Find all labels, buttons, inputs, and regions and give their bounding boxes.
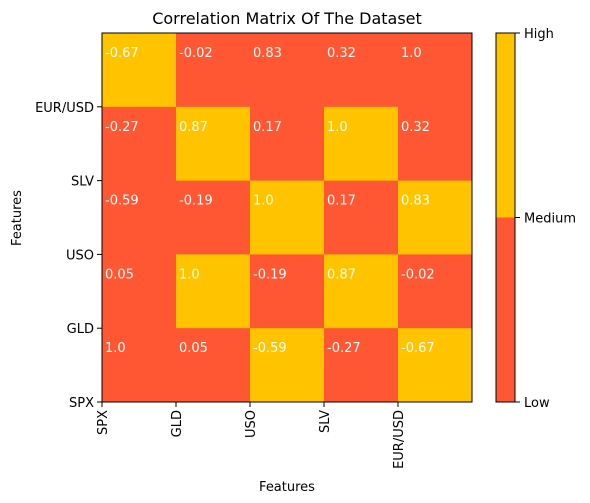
x-tick-label: GLD: [170, 410, 185, 437]
x-axis-label: Features: [259, 480, 315, 495]
x-tick-label: SLV: [318, 410, 333, 433]
y-tick-label: SLV: [71, 175, 94, 190]
heatmap-cell: [250, 180, 325, 255]
cell-value-label: 0.05: [105, 267, 134, 282]
y-tick-label: SPX: [69, 396, 94, 411]
cell-value-label: 0.87: [327, 267, 356, 282]
colorbar: Low Medium High: [495, 27, 576, 411]
y-tick-label: USO: [66, 248, 94, 263]
cell-value-label: 0.83: [401, 194, 430, 209]
x-tick-label: EUR/USD: [392, 410, 407, 469]
cell-value-label: -0.19: [253, 267, 287, 282]
cell-value-label: -0.02: [401, 267, 435, 282]
cell-value-label: -0.27: [105, 120, 139, 135]
cell-value-label: -0.67: [401, 341, 435, 356]
cell-value-label: -0.02: [179, 46, 213, 61]
cell-value-label: 1.0: [105, 341, 126, 356]
heatmap-cell: [102, 33, 177, 108]
cell-value-label: 1.0: [253, 194, 274, 209]
heatmap-cell: [176, 180, 251, 255]
heatmap-cell: [398, 33, 473, 108]
cell-value-label: 0.17: [327, 194, 356, 209]
heatmap-cell: [102, 328, 177, 403]
heatmap-cell: [102, 106, 177, 182]
heatmap-cell: [176, 33, 251, 108]
cell-value-label: 0.17: [253, 120, 282, 135]
colorbar-high-segment: [496, 33, 515, 218]
colorbar-label: Medium: [524, 212, 576, 227]
x-axis-ticks: SPX GLD USO SLV EUR/USD: [96, 402, 407, 469]
cell-value-label: 0.32: [401, 120, 430, 135]
heatmap-cell: [176, 106, 251, 182]
heatmap-cell: [250, 33, 325, 108]
x-tick-label: USO: [244, 410, 259, 438]
heatmap-cell: [398, 254, 473, 329]
heatmap-cell: [324, 254, 399, 329]
cell-value-label: -0.27: [327, 341, 361, 356]
cell-value-label: 0.05: [179, 341, 208, 356]
heatmap-cell: [324, 33, 399, 108]
y-tick-label: EUR/USD: [35, 101, 94, 116]
cell-value-label: 0.83: [253, 46, 282, 61]
colorbar-low-segment: [496, 217, 515, 402]
cell-value-label: 0.87: [179, 120, 208, 135]
heatmap-cell: [324, 180, 399, 255]
heatmap-cells: [102, 33, 473, 403]
heatmap-cell-labels: -0.67 -0.02 0.83 0.32 1.0 -0.27 0.87 0.17 1.0 0.3…: [105, 46, 435, 356]
heatmap-cell: [250, 328, 325, 403]
heatmap-cell: [398, 328, 473, 403]
chart-title: Correlation Matrix Of The Dataset: [152, 9, 422, 28]
plot-frame: [101, 32, 473, 403]
colorbar-label: Low: [524, 396, 550, 411]
heatmap-cell: [250, 106, 325, 182]
heatmap-cell: [176, 328, 251, 403]
heatmap-cell: [250, 254, 325, 329]
cell-value-label: -0.19: [179, 194, 213, 209]
cell-value-label: 1.0: [327, 120, 348, 135]
heatmap-cell: [398, 180, 473, 255]
heatmap-cell: [176, 254, 251, 329]
x-tick-label: SPX: [96, 410, 111, 435]
cell-value-label: -0.59: [253, 341, 287, 356]
heatmap-cell: [324, 106, 399, 182]
cell-value-label: 0.32: [327, 46, 356, 61]
heatmap-cell: [324, 328, 399, 403]
heatmap-cell: [398, 106, 473, 182]
cell-value-label: 1.0: [179, 267, 200, 282]
cell-value-label: -0.67: [105, 46, 139, 61]
y-axis-label: Features: [10, 190, 25, 246]
cell-value-label: 1.0: [401, 46, 422, 61]
cell-value-label: -0.59: [105, 194, 139, 209]
heatmap-cell: [102, 254, 177, 329]
y-tick-label: GLD: [67, 322, 94, 337]
y-axis-ticks: SPX GLD USO SLV EUR/USD: [35, 101, 102, 411]
heatmap-cell: [102, 180, 177, 255]
colorbar-label: High: [524, 27, 554, 42]
